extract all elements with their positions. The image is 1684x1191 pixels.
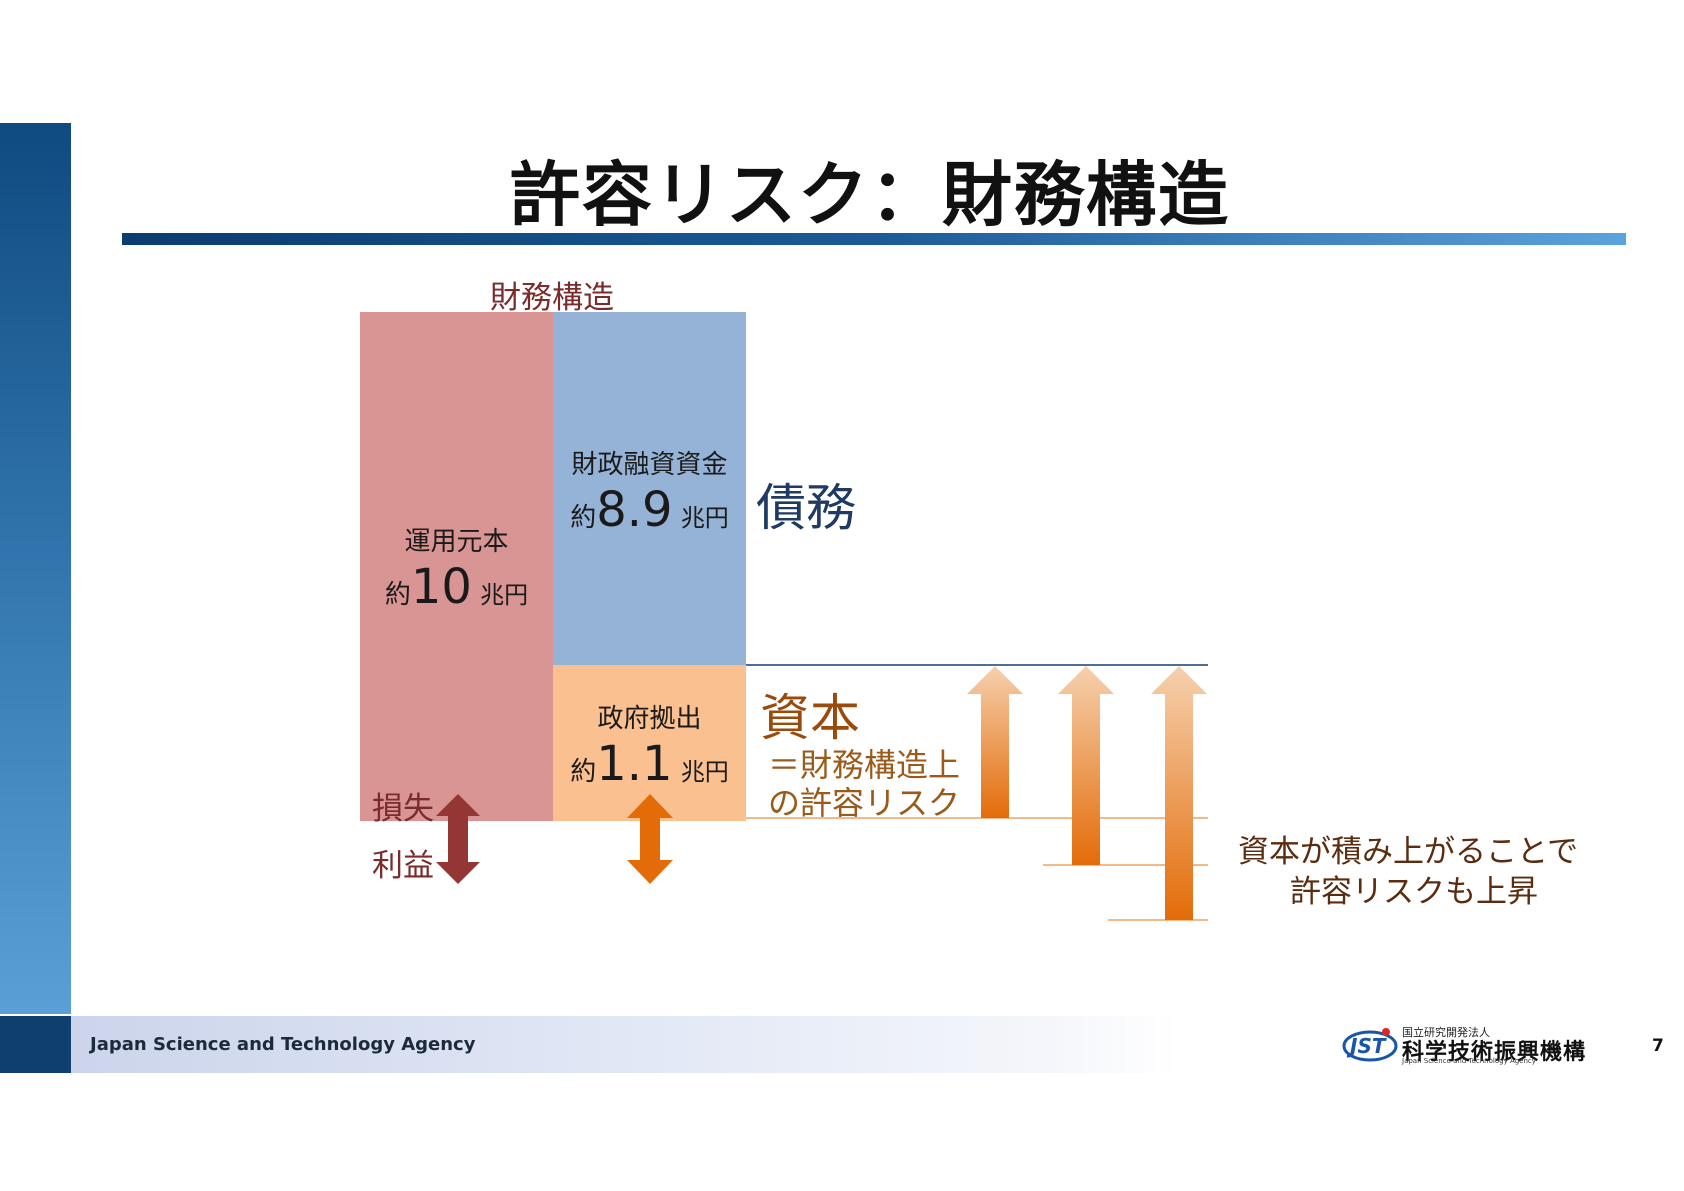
note-line1: 資本が積み上がることで: [1238, 834, 1579, 870]
loan-prefix: 約: [570, 503, 597, 533]
debt-label: 債務: [756, 479, 856, 537]
logo-mark: JST: [1346, 1034, 1387, 1058]
logo-subtitle: 国立研究開発法人: [1402, 1026, 1490, 1039]
capital-arrow-2: [1058, 666, 1114, 865]
principal-box: [360, 312, 553, 821]
footer-bar: [0, 1016, 1684, 1073]
principal-amount: 約10 兆円: [360, 559, 553, 623]
loan-number: 8.9: [596, 482, 673, 538]
logo-english: Japan Science and Technology Agency: [1402, 1057, 1536, 1065]
government-number: 1.1: [596, 736, 673, 792]
footer-accent: [0, 1016, 71, 1073]
profit-label: 利益: [372, 848, 434, 884]
capital-description-line2: の許容リスク: [768, 784, 961, 822]
capital-arrow-3: [1151, 666, 1207, 920]
page-number: 7: [1652, 1036, 1664, 1056]
footer-agency-name: Japan Science and Technology Agency: [90, 1034, 476, 1055]
government-prefix: 約: [570, 757, 597, 787]
loan-unit: 兆円: [680, 504, 729, 532]
note-line2: 許容リスクも上昇: [1290, 874, 1538, 910]
government-arrow: [627, 794, 673, 884]
principal-caption: 運用元本: [404, 527, 509, 557]
title-underline: [122, 233, 1626, 245]
government-amount: 約1.1 兆円: [553, 736, 746, 800]
loan-caption: 財政融資資金: [571, 450, 728, 480]
capital-label: 資本: [760, 689, 860, 747]
principal-prefix: 約: [384, 580, 411, 610]
left-accent-bar: [0, 123, 71, 1014]
slide-title: 許容リスク：財務構造: [510, 154, 1230, 236]
government-caption: 政府拠出: [597, 704, 702, 734]
loan-text: 財政融資資金 約8.9 兆円: [553, 448, 746, 546]
loss-label: 損失: [372, 791, 434, 827]
capital-arrow-1: [967, 666, 1023, 818]
government-unit: 兆円: [680, 758, 729, 786]
loan-amount: 約8.9 兆円: [553, 482, 746, 546]
structure-label: 財務構造: [490, 280, 614, 316]
capital-description-line1: ＝財務構造上: [768, 746, 961, 784]
principal-number: 10: [410, 559, 472, 615]
jst-logo-icon: JST: [1342, 1028, 1398, 1062]
loan-box: [553, 312, 746, 665]
loss-profit-arrow: [436, 794, 480, 884]
government-text: 政府拠出 約1.1 兆円: [553, 702, 746, 800]
principal-text: 運用元本 約10 兆円: [360, 525, 553, 623]
logo-name: 科学技術振興機構: [1402, 1040, 1587, 1065]
principal-unit: 兆円: [480, 581, 529, 609]
